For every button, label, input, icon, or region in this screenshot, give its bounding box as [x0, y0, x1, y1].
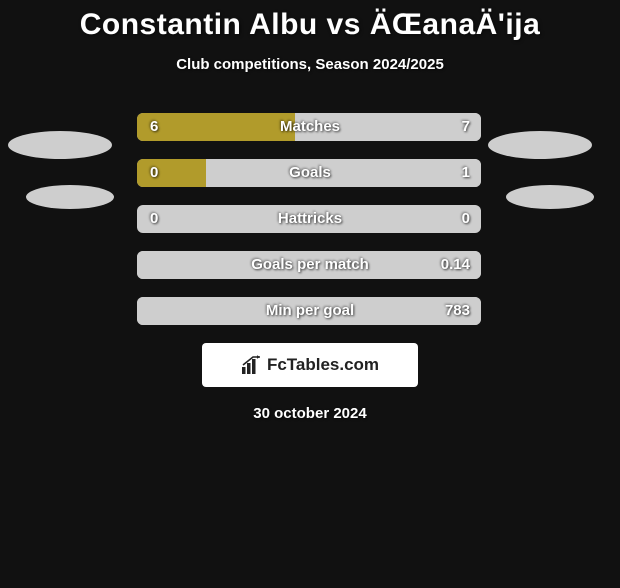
logo-box: FcTables.com: [202, 343, 418, 387]
stat-label: Min per goal: [0, 297, 620, 325]
stat-label: Matches: [0, 113, 620, 141]
stat-value-right: 0.14: [441, 251, 470, 279]
stat-value-right: 783: [445, 297, 470, 325]
stat-row: Min per goal 783: [0, 297, 620, 325]
stat-label: Hattricks: [0, 205, 620, 233]
stat-label: Goals per match: [0, 251, 620, 279]
stat-row: Goals per match 0.14: [0, 251, 620, 279]
stat-row: 0 Goals 1: [0, 159, 620, 187]
stat-row: 6 Matches 7: [0, 113, 620, 141]
stat-row: 0 Hattricks 0: [0, 205, 620, 233]
stat-value-right: 0: [462, 205, 470, 233]
page-title: Constantin Albu vs ÄŒanaÄ'ija: [0, 8, 620, 42]
logo-text: FcTables.com: [267, 355, 379, 375]
date-line: 30 october 2024: [0, 405, 620, 422]
logo: FcTables.com: [241, 355, 379, 375]
stat-value-right: 1: [462, 159, 470, 187]
subtitle: Club competitions, Season 2024/2025: [0, 56, 620, 73]
stat-label: Goals: [0, 159, 620, 187]
chart-icon: [241, 355, 263, 375]
comparison-chart: 6 Matches 7 0 Goals 1 0 Hattricks 0 Goal…: [0, 113, 620, 422]
stat-value-right: 7: [462, 113, 470, 141]
